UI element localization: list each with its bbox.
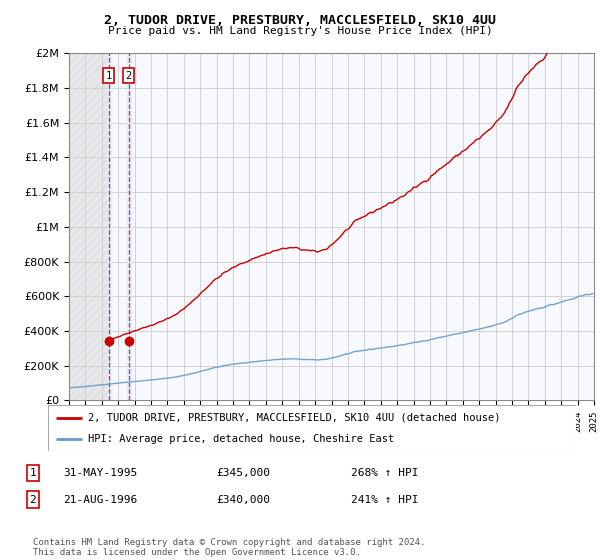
Text: 2, TUDOR DRIVE, PRESTBURY, MACCLESFIELD, SK10 4UU: 2, TUDOR DRIVE, PRESTBURY, MACCLESFIELD,… [104,14,496,27]
Text: 21-AUG-1996: 21-AUG-1996 [63,494,137,505]
Bar [107,53,110,400]
Text: HPI: Average price, detached house, Cheshire East: HPI: Average price, detached house, Ches… [88,435,394,444]
Text: 241% ↑ HPI: 241% ↑ HPI [351,494,419,505]
Text: 31-MAY-1995: 31-MAY-1995 [63,468,137,478]
Text: 2, TUDOR DRIVE, PRESTBURY, MACCLESFIELD, SK10 4UU (detached house): 2, TUDOR DRIVE, PRESTBURY, MACCLESFIELD,… [88,413,500,423]
Text: £345,000: £345,000 [216,468,270,478]
Text: 1: 1 [106,71,112,81]
Text: 1: 1 [29,468,37,478]
Text: Contains HM Land Registry data © Crown copyright and database right 2024.
This d: Contains HM Land Registry data © Crown c… [33,538,425,557]
Text: 268% ↑ HPI: 268% ↑ HPI [351,468,419,478]
FancyBboxPatch shape [48,405,576,451]
Text: 2: 2 [29,494,37,505]
Text: £340,000: £340,000 [216,494,270,505]
Text: Price paid vs. HM Land Registry's House Price Index (HPI): Price paid vs. HM Land Registry's House … [107,26,493,36]
Bar [69,53,109,400]
Bar [127,53,131,400]
Text: 2: 2 [125,71,132,81]
